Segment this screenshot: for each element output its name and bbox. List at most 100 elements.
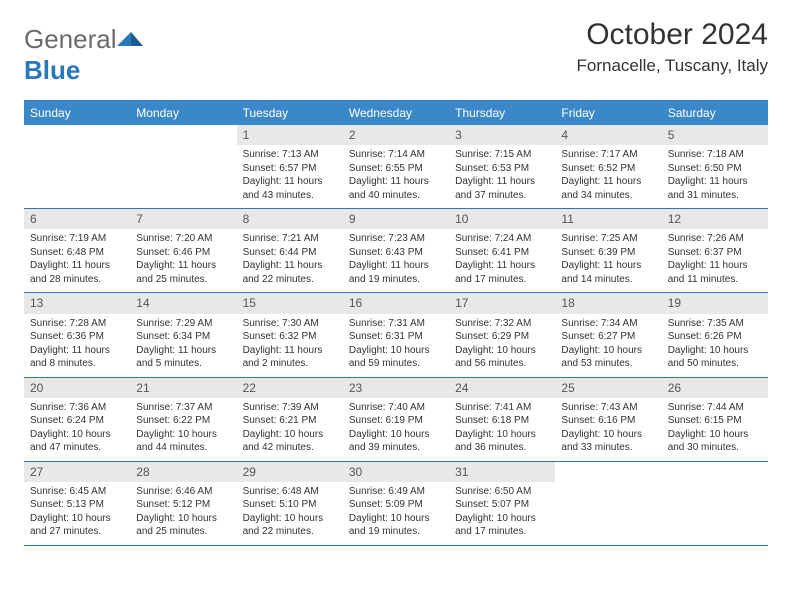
day-cell: 1Sunrise: 7:13 AMSunset: 6:57 PMDaylight…	[237, 125, 343, 208]
day-number: 16	[343, 293, 449, 313]
day-number: 18	[555, 293, 661, 313]
daylight-text: Daylight: 11 hours and 11 minutes.	[668, 259, 762, 286]
sunset-text: Sunset: 6:34 PM	[136, 330, 230, 344]
day-number: 17	[449, 293, 555, 313]
day-cell: 14Sunrise: 7:29 AMSunset: 6:34 PMDayligh…	[130, 293, 236, 376]
daylight-text: Daylight: 11 hours and 17 minutes.	[455, 259, 549, 286]
day-header: Thursday	[449, 101, 555, 125]
logo-word2: Blue	[24, 55, 80, 85]
daylight-text: Daylight: 10 hours and 59 minutes.	[349, 344, 443, 371]
day-cell: 9Sunrise: 7:23 AMSunset: 6:43 PMDaylight…	[343, 209, 449, 292]
logo-mark-icon	[117, 24, 143, 44]
sunrise-text: Sunrise: 7:37 AM	[136, 401, 230, 415]
day-number: 8	[237, 209, 343, 229]
week-row: 1Sunrise: 7:13 AMSunset: 6:57 PMDaylight…	[24, 125, 768, 209]
day-cell: 5Sunrise: 7:18 AMSunset: 6:50 PMDaylight…	[662, 125, 768, 208]
daylight-text: Daylight: 10 hours and 50 minutes.	[668, 344, 762, 371]
sunset-text: Sunset: 6:24 PM	[30, 414, 124, 428]
daylight-text: Daylight: 10 hours and 44 minutes.	[136, 428, 230, 455]
day-cell: 10Sunrise: 7:24 AMSunset: 6:41 PMDayligh…	[449, 209, 555, 292]
day-number: 7	[130, 209, 236, 229]
sunrise-text: Sunrise: 7:13 AM	[243, 148, 337, 162]
sunset-text: Sunset: 6:31 PM	[349, 330, 443, 344]
sunrise-text: Sunrise: 7:28 AM	[30, 317, 124, 331]
sunrise-text: Sunrise: 7:40 AM	[349, 401, 443, 415]
sunrise-text: Sunrise: 7:30 AM	[243, 317, 337, 331]
sunrise-text: Sunrise: 7:31 AM	[349, 317, 443, 331]
sunset-text: Sunset: 6:53 PM	[455, 162, 549, 176]
sunrise-text: Sunrise: 7:21 AM	[243, 232, 337, 246]
day-cell: 30Sunrise: 6:49 AMSunset: 5:09 PMDayligh…	[343, 462, 449, 545]
weeks-container: 1Sunrise: 7:13 AMSunset: 6:57 PMDaylight…	[24, 125, 768, 546]
daylight-text: Daylight: 10 hours and 27 minutes.	[30, 512, 124, 539]
daylight-text: Daylight: 11 hours and 8 minutes.	[30, 344, 124, 371]
sunrise-text: Sunrise: 7:25 AM	[561, 232, 655, 246]
day-number: 23	[343, 378, 449, 398]
sunset-text: Sunset: 5:07 PM	[455, 498, 549, 512]
day-cell: 3Sunrise: 7:15 AMSunset: 6:53 PMDaylight…	[449, 125, 555, 208]
week-row: 27Sunrise: 6:45 AMSunset: 5:13 PMDayligh…	[24, 462, 768, 546]
sunrise-text: Sunrise: 7:26 AM	[668, 232, 762, 246]
day-cell: 28Sunrise: 6:46 AMSunset: 5:12 PMDayligh…	[130, 462, 236, 545]
day-cell: 26Sunrise: 7:44 AMSunset: 6:15 PMDayligh…	[662, 378, 768, 461]
sunset-text: Sunset: 6:18 PM	[455, 414, 549, 428]
daylight-text: Daylight: 10 hours and 25 minutes.	[136, 512, 230, 539]
day-cell: 2Sunrise: 7:14 AMSunset: 6:55 PMDaylight…	[343, 125, 449, 208]
sunrise-text: Sunrise: 7:44 AM	[668, 401, 762, 415]
week-row: 6Sunrise: 7:19 AMSunset: 6:48 PMDaylight…	[24, 209, 768, 293]
daylight-text: Daylight: 10 hours and 47 minutes.	[30, 428, 124, 455]
sunset-text: Sunset: 6:50 PM	[668, 162, 762, 176]
day-number: 9	[343, 209, 449, 229]
day-header: Saturday	[662, 101, 768, 125]
day-number: 20	[24, 378, 130, 398]
calendar: Sunday Monday Tuesday Wednesday Thursday…	[24, 100, 768, 546]
sunrise-text: Sunrise: 7:14 AM	[349, 148, 443, 162]
day-cell: 23Sunrise: 7:40 AMSunset: 6:19 PMDayligh…	[343, 378, 449, 461]
sunrise-text: Sunrise: 6:46 AM	[136, 485, 230, 499]
day-number: 29	[237, 462, 343, 482]
day-number: 27	[24, 462, 130, 482]
day-header: Friday	[555, 101, 661, 125]
sunrise-text: Sunrise: 7:32 AM	[455, 317, 549, 331]
daylight-text: Daylight: 10 hours and 33 minutes.	[561, 428, 655, 455]
daylight-text: Daylight: 10 hours and 17 minutes.	[455, 512, 549, 539]
logo: General Blue	[24, 24, 143, 86]
day-cell: 6Sunrise: 7:19 AMSunset: 6:48 PMDaylight…	[24, 209, 130, 292]
sunrise-text: Sunrise: 6:50 AM	[455, 485, 549, 499]
day-cell: 12Sunrise: 7:26 AMSunset: 6:37 PMDayligh…	[662, 209, 768, 292]
daylight-text: Daylight: 10 hours and 30 minutes.	[668, 428, 762, 455]
day-cell: 18Sunrise: 7:34 AMSunset: 6:27 PMDayligh…	[555, 293, 661, 376]
sunrise-text: Sunrise: 7:29 AM	[136, 317, 230, 331]
sunset-text: Sunset: 6:16 PM	[561, 414, 655, 428]
sunset-text: Sunset: 6:19 PM	[349, 414, 443, 428]
day-number: 4	[555, 125, 661, 145]
daylight-text: Daylight: 11 hours and 22 minutes.	[243, 259, 337, 286]
day-number: 31	[449, 462, 555, 482]
sunrise-text: Sunrise: 7:23 AM	[349, 232, 443, 246]
day-cell: 29Sunrise: 6:48 AMSunset: 5:10 PMDayligh…	[237, 462, 343, 545]
sunset-text: Sunset: 6:43 PM	[349, 246, 443, 260]
sunset-text: Sunset: 6:39 PM	[561, 246, 655, 260]
sunset-text: Sunset: 6:22 PM	[136, 414, 230, 428]
sunset-text: Sunset: 6:26 PM	[668, 330, 762, 344]
daylight-text: Daylight: 10 hours and 53 minutes.	[561, 344, 655, 371]
daylight-text: Daylight: 10 hours and 42 minutes.	[243, 428, 337, 455]
sunrise-text: Sunrise: 7:34 AM	[561, 317, 655, 331]
day-cell: 13Sunrise: 7:28 AMSunset: 6:36 PMDayligh…	[24, 293, 130, 376]
day-cell: 27Sunrise: 6:45 AMSunset: 5:13 PMDayligh…	[24, 462, 130, 545]
sunrise-text: Sunrise: 7:35 AM	[668, 317, 762, 331]
day-cell	[24, 125, 130, 208]
day-header: Sunday	[24, 101, 130, 125]
day-number: 21	[130, 378, 236, 398]
day-cell: 8Sunrise: 7:21 AMSunset: 6:44 PMDaylight…	[237, 209, 343, 292]
title-block: October 2024 Fornacelle, Tuscany, Italy	[577, 18, 769, 76]
sunset-text: Sunset: 6:36 PM	[30, 330, 124, 344]
sunset-text: Sunset: 6:29 PM	[455, 330, 549, 344]
daylight-text: Daylight: 10 hours and 56 minutes.	[455, 344, 549, 371]
day-cell: 22Sunrise: 7:39 AMSunset: 6:21 PMDayligh…	[237, 378, 343, 461]
day-number: 6	[24, 209, 130, 229]
sunset-text: Sunset: 6:52 PM	[561, 162, 655, 176]
sunrise-text: Sunrise: 6:45 AM	[30, 485, 124, 499]
week-row: 13Sunrise: 7:28 AMSunset: 6:36 PMDayligh…	[24, 293, 768, 377]
sunrise-text: Sunrise: 7:41 AM	[455, 401, 549, 415]
